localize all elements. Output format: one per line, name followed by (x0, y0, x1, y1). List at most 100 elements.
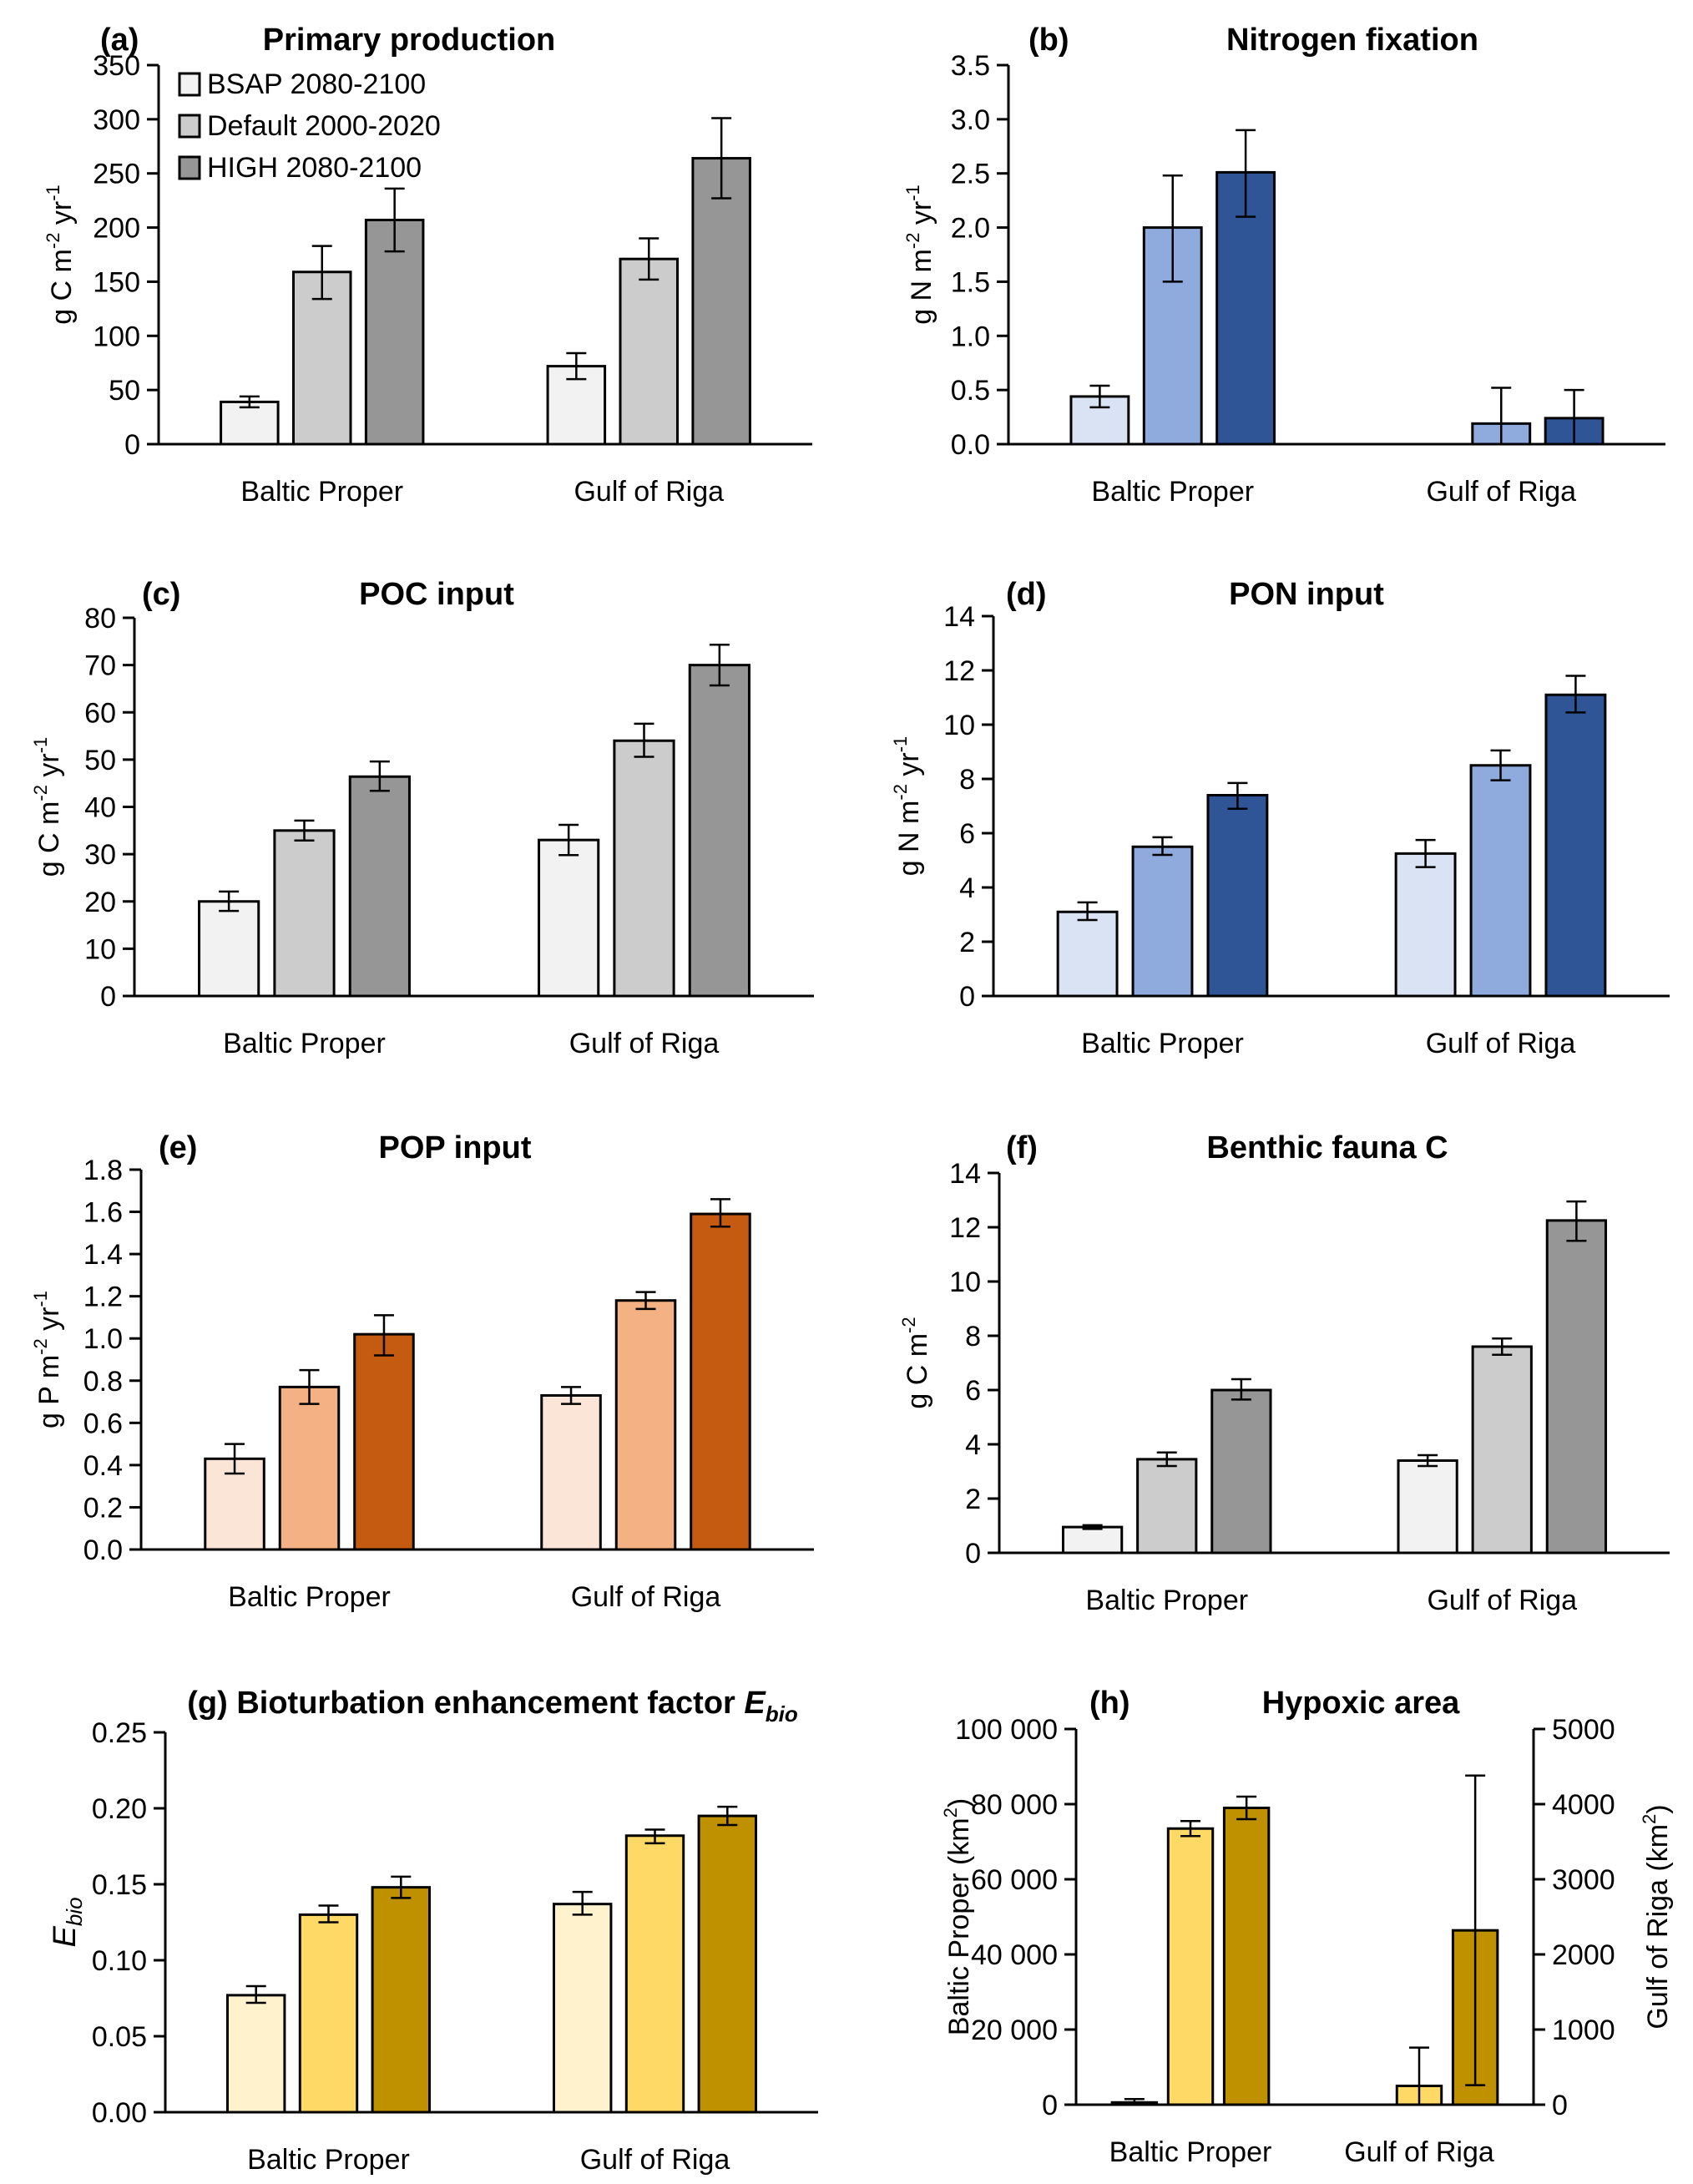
y-right-tick-label: 2000 (1552, 1939, 1615, 1971)
bar-bsap (1069, 395, 1130, 446)
y-tick-label: 4 (959, 872, 975, 904)
bar-high (697, 1814, 758, 2114)
panel-pon-input: (d) PON input 0 2 4 6 8 10 12 14 g N m-2 yr-1 Balti… (890, 577, 1670, 1059)
bar-high (1222, 1807, 1271, 2106)
bar-high (1544, 693, 1607, 998)
y-tick-label: 14 (943, 601, 975, 633)
y-tick-label: 0.10 (92, 1945, 147, 1977)
category-label: Baltic Proper (228, 1581, 391, 1613)
bar-bsap (546, 365, 607, 446)
y-axis-title-superscript: -1 (43, 185, 63, 201)
y-axis-title-text: g C m (33, 801, 65, 877)
y-axis-title-symbol: E (48, 1926, 83, 1948)
y-axis-right-title: Gulf of Riga (km2) (1639, 1804, 1674, 2029)
y-tick-label: 0.20 (92, 1793, 147, 1825)
y-axis-title-superscript: -1 (30, 737, 51, 754)
bar-high (688, 664, 750, 998)
category-label: Gulf of Riga (1427, 1585, 1577, 1616)
y-axis-title: g N m-2 yr-1 (890, 736, 925, 877)
y-tick-label: 0 (959, 981, 975, 1013)
bar-default (614, 1299, 677, 1551)
y-tick-label: 70 (84, 650, 116, 682)
y-axis-title-subscript: bio (62, 1897, 87, 1926)
y-axis-title: g N m-2 yr-1 (902, 185, 937, 325)
y-axis-title-text: ) (1642, 1804, 1674, 1813)
y-axis-title: g C m-2 yr-1 (30, 737, 65, 877)
panel-label: (d) (1006, 577, 1047, 612)
legend-entry: HIGH 2080-2100 (207, 152, 422, 184)
bar-default (298, 1913, 359, 2114)
category-label: Gulf of Riga (569, 1028, 720, 1059)
legend-swatch (178, 155, 201, 180)
category-label: Gulf of Riga (1344, 2136, 1494, 2168)
y-axis-title-superscript: -1 (902, 185, 923, 201)
y-tick-label: 40 (84, 792, 116, 824)
y-tick-label: 0.0 (83, 1534, 123, 1566)
panel-title: Hypoxic area (1262, 1686, 1460, 1721)
bar-high (691, 157, 751, 446)
y-tick-label: 30 (84, 839, 116, 871)
y-tick-label: 1.6 (83, 1197, 123, 1229)
bar-default (1136, 1458, 1198, 1555)
bar-default (619, 257, 680, 446)
title-italic-symbol: E (744, 1686, 766, 1721)
bar-default (1166, 1827, 1215, 2106)
y-tick-label: 0 (1042, 2090, 1058, 2121)
panel-title: Nitrogen fixation (1226, 23, 1478, 58)
y-tick-label: 100 (93, 321, 140, 352)
bar-bsap (1061, 1525, 1124, 1555)
bar-bsap (1394, 852, 1457, 998)
y-tick-label: 12 (949, 1212, 981, 1244)
panel-label: (a) (100, 23, 139, 58)
bar-bsap (540, 1393, 602, 1551)
y-tick-label: 300 (93, 104, 140, 136)
bar-high (348, 775, 411, 998)
y-tick-label: 6 (965, 1375, 981, 1407)
y-tick-label: 250 (93, 159, 140, 190)
y-axis-title-text: g P m (33, 1355, 65, 1428)
category-label: Gulf of Riga (580, 2144, 730, 2176)
y-tick-label: 0.5 (951, 375, 990, 407)
panel-label: (e) (159, 1130, 197, 1165)
panel-label: (f) (1006, 1130, 1038, 1165)
category-label: Baltic Proper (240, 476, 403, 508)
panel-hypoxic-area: (h) Hypoxic area 0 20 000 40 000 60 000 80 000… (940, 1686, 1674, 2168)
panel-title: PON input (1229, 577, 1384, 612)
bar-high (1545, 1219, 1608, 1555)
bar-bsap (1397, 1459, 1458, 1555)
y-axis-title-superscript: -1 (30, 1291, 51, 1307)
y-axis-title-superscript: -2 (890, 784, 911, 801)
bar-default (273, 829, 336, 998)
y-tick-label: 0.15 (92, 1869, 147, 1901)
y-axis-title-superscript: -2 (898, 1317, 919, 1333)
y-right-tick-label: 4000 (1552, 1789, 1615, 1821)
category-label: Baltic Proper (1081, 1028, 1244, 1059)
y-axis-title: g P m-2 yr-1 (30, 1291, 65, 1428)
y-tick-label: 150 (93, 266, 140, 298)
y-tick-label: 0 (100, 981, 116, 1013)
panel-label: (b) (1028, 23, 1069, 58)
bar-high (371, 1886, 432, 2114)
y-tick-label: 12 (943, 655, 975, 687)
y-tick-label: 80 (84, 603, 116, 634)
panel-bioturbation-factor: (g) Bioturbation enhancement factor Ebio… (48, 1686, 818, 2176)
bar-default (1471, 1345, 1533, 1555)
category-label: Baltic Proper (223, 1028, 386, 1059)
bar-default (624, 1834, 685, 2114)
bar-high (1210, 1388, 1272, 1555)
y-axis-title-text: g C m (46, 249, 78, 325)
category-label: Gulf of Riga (571, 1581, 721, 1613)
y-tick-label: 20 (84, 887, 116, 918)
y-right-tick-label: 1000 (1552, 2015, 1615, 2046)
y-tick-label: 40 000 (971, 1939, 1058, 1971)
y-axis-title-text: yr (906, 201, 937, 233)
y-tick-label: 8 (965, 1321, 981, 1352)
bar-default (613, 739, 675, 998)
y-axis-title-superscript: -2 (902, 233, 923, 250)
y-tick-label: 1.0 (83, 1323, 123, 1355)
y-axis-title: g C m-2 yr-1 (43, 185, 78, 325)
y-tick-label: 2.5 (951, 159, 990, 190)
y-axis-title-text: g N m (906, 249, 937, 325)
category-label: Baltic Proper (247, 2144, 410, 2176)
panel-title: Benthic fauna C (1206, 1130, 1448, 1165)
